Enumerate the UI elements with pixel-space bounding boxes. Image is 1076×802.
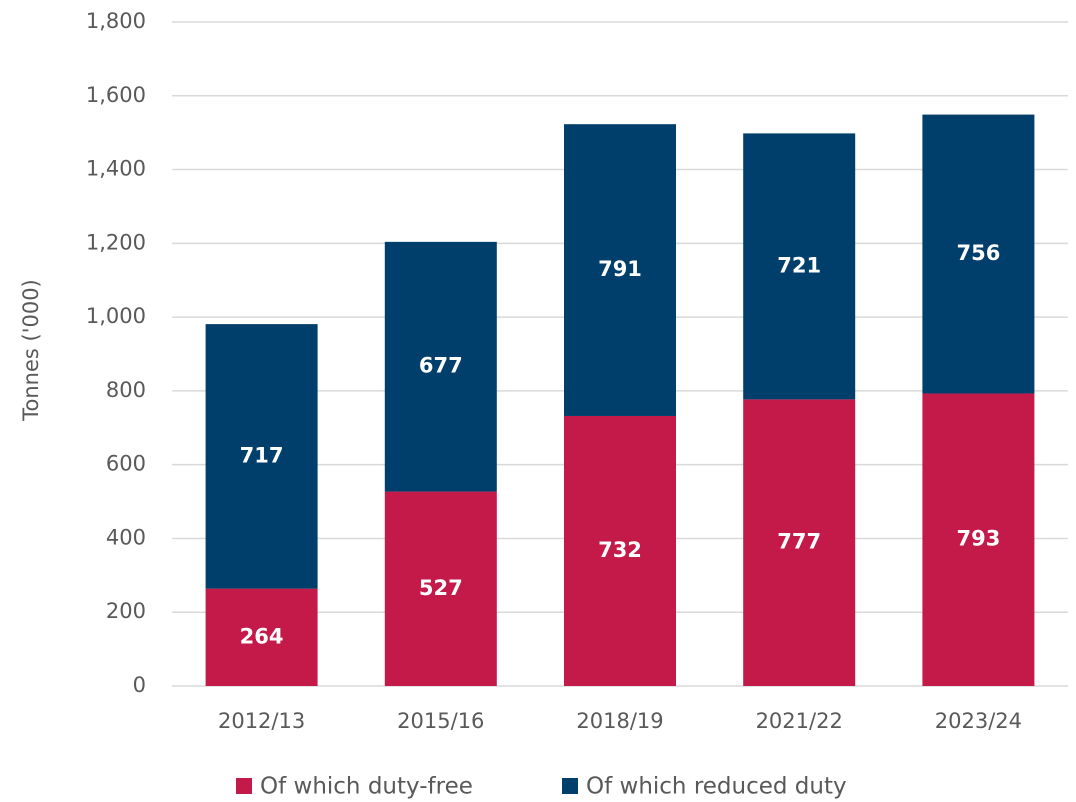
y-tick-label: 0: [133, 673, 146, 697]
y-tick-label: 1,400: [86, 157, 146, 181]
bar-segment: [384, 491, 497, 686]
y-tick-label: 600: [106, 452, 146, 476]
y-tick-label: 400: [106, 525, 146, 549]
x-tick-label: 2015/16: [397, 709, 484, 733]
bar-segment: [384, 241, 497, 492]
value-label: 732: [598, 538, 642, 562]
bar-segment: [922, 393, 1035, 686]
bar-segment: [743, 399, 856, 686]
y-tick-label: 200: [106, 599, 146, 623]
value-label: 793: [956, 527, 1000, 551]
bar-segment: [922, 114, 1035, 394]
x-tick-label: 2012/13: [218, 709, 305, 733]
y-axis-label: Tonnes ('000): [19, 279, 43, 422]
bar-segment: [564, 415, 676, 686]
x-tick-label: 2018/19: [576, 709, 663, 733]
bar-segment: [205, 588, 318, 686]
legend-label: Of which reduced duty: [586, 774, 847, 800]
x-tick-label: 2023/24: [935, 709, 1022, 733]
bar-segment: [564, 124, 676, 416]
value-label: 721: [777, 253, 821, 277]
y-tick-label: 1,600: [86, 83, 146, 107]
value-label: 677: [419, 354, 463, 378]
x-tick-label: 2021/22: [756, 709, 843, 733]
value-label: 527: [419, 576, 463, 600]
bar-segment: [743, 133, 856, 400]
value-label: 791: [598, 257, 642, 281]
value-label: 717: [240, 443, 284, 467]
y-tick-label: 1,800: [86, 9, 146, 33]
legend-swatch: [562, 778, 578, 794]
value-label: 756: [956, 241, 1000, 265]
y-tick-label: 1,200: [86, 230, 146, 254]
value-label: 777: [777, 530, 821, 554]
value-label: 264: [240, 624, 284, 648]
bar-segment: [205, 324, 318, 589]
y-tick-label: 1,000: [86, 304, 146, 328]
legend-label: Of which duty-free: [260, 774, 473, 800]
y-tick-label: 800: [106, 378, 146, 402]
legend-swatch: [236, 778, 252, 794]
